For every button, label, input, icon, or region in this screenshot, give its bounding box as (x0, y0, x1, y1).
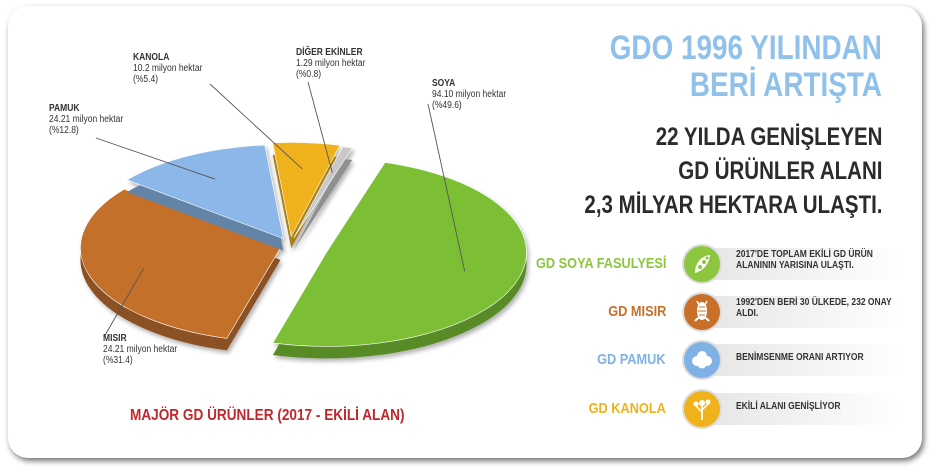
crop-bar (708, 393, 900, 425)
slice-percent: (%0.8) (296, 69, 322, 80)
canola-icon (682, 389, 722, 429)
headline-subtitle: 22 YILDA GENİŞLEYEN GD ÜRÜNLER ALANI 2,3… (584, 120, 882, 222)
pie-chart (80, 81, 527, 359)
slice-name: DİĞER EKİNLER (296, 47, 363, 58)
pie-slice-soya-leader-line (427, 103, 466, 272)
slice-value: 94.10 milyon hektar (432, 89, 507, 100)
cotton-icon (682, 340, 722, 380)
pie-slice-diger-edge (293, 158, 353, 250)
slice-percent: (%5.4) (133, 74, 159, 85)
soybean-icon (682, 244, 722, 284)
crop-name: GD PAMUK (597, 351, 666, 368)
crop-row-kanola: GD KANOLA EKİLİ ALANI GENİŞLİYOR (500, 389, 900, 429)
pie-slice-misir (80, 188, 281, 339)
pie-label-misir: MISIR 24.21 milyon hektar (%31.4) (103, 333, 177, 366)
subtitle-line-1: 22 YILDA GENİŞLEYEN (655, 123, 882, 151)
pie-label-kanola: KANOLA 10.2 milyon hektar (%5.4) (133, 52, 202, 85)
crop-bar (708, 248, 900, 280)
slice-percent: (%12.8) (49, 125, 79, 136)
pie-slice-kanola-leader-line (209, 83, 303, 170)
slice-percent: (%49.6) (432, 100, 462, 111)
crop-row-misir: GD MISIR 1992'DEN BERİ 30 ÜLKEDE, 232 ON… (500, 292, 900, 332)
slice-name: PAMUK (49, 103, 80, 114)
crop-desc: 1992'DEN BERİ 30 ÜLKEDE, 232 ONAY ALDI. (736, 297, 892, 319)
pie-label-diger: DİĞER EKİNLER 1.29 milyon hektar (%0.8) (296, 47, 365, 80)
crop-row-soya: GD SOYA FASULYESİ 2017'DE TOPLAM EKİLİ G… (500, 244, 900, 284)
crop-desc: EKİLİ ALANI GENİŞLİYOR (736, 401, 841, 412)
slice-value: 10.2 milyon hektar (133, 63, 203, 74)
pie-slice-kanola (272, 142, 341, 238)
slice-value: 1.29 milyon hektar (296, 58, 366, 69)
pie-slice-diger (293, 146, 353, 239)
slice-percent: (%31.4) (103, 355, 133, 366)
headline-title: GDO 1996 YILINDAN BERİ ARTIŞTA (610, 30, 882, 104)
crop-name: GD SOYA FASULYESİ (535, 255, 666, 272)
crop-name: GD KANOLA (588, 400, 666, 417)
pie-slice-pamuk-leader-line (95, 137, 216, 180)
crop-row-pamuk: GD PAMUK BENİMSENME ORANI ARTIYOR (500, 340, 900, 380)
pie-slice-misir-leader-line (103, 268, 144, 338)
slice-name: KANOLA (133, 52, 170, 63)
crop-desc: BENİMSENME ORANI ARTIYOR (736, 352, 864, 363)
pie-slice-pamuk (126, 144, 284, 240)
subtitle-line-3: 2,3 MİLYAR HEKTARA ULAŞTI. (583, 191, 882, 219)
slice-name: MISIR (103, 333, 127, 344)
headline-line-2: BERİ ARTIŞTA (689, 66, 882, 104)
crop-name: GD MISIR (607, 303, 666, 320)
slice-value: 24.21 milyon hektar (49, 114, 124, 125)
pie-label-pamuk: PAMUK 24.21 milyon hektar (%12.8) (49, 103, 123, 136)
crop-bar (708, 344, 900, 376)
pie-slice-diger-leader-line (307, 81, 333, 173)
slice-value: 24.21 milyon hektar (103, 344, 178, 355)
pie-slice-soya (272, 162, 527, 347)
headline-line-1: GDO 1996 YILINDAN (609, 29, 882, 67)
subtitle-line-2: GD ÜRÜNLER ALANI (677, 157, 882, 185)
slice-name: SOYA (432, 78, 456, 89)
crop-bar (708, 296, 900, 328)
pie-label-soya: SOYA 94.10 milyon hektar (%49.6) (432, 78, 506, 111)
chart-title: MAJÖR GD ÜRÜNLER (2017 - EKİLİ ALAN) (130, 407, 405, 424)
corn-icon (682, 292, 722, 332)
crop-desc: 2017'DE TOPLAM EKİLİ GD ÜRÜN ALANININ YA… (736, 249, 873, 271)
